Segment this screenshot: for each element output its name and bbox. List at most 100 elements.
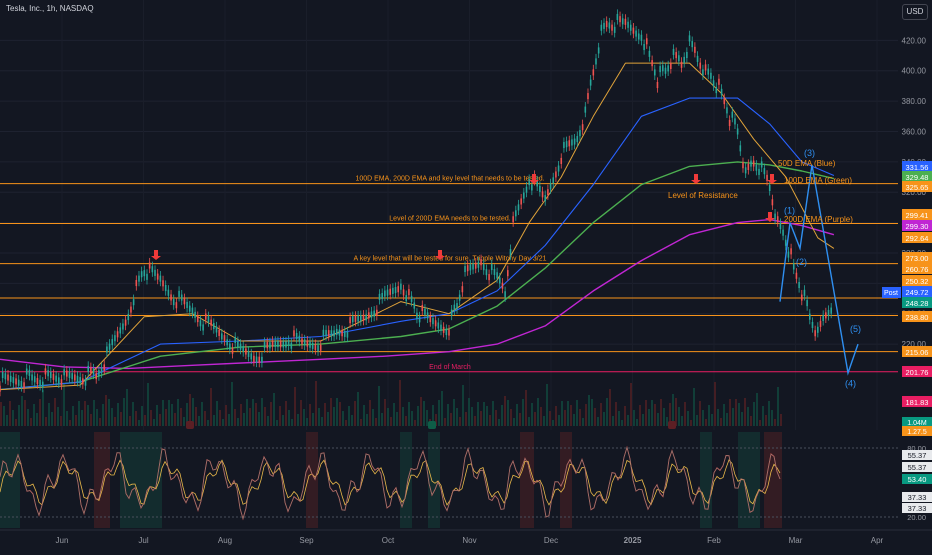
candle-body bbox=[501, 282, 504, 289]
candle-body bbox=[44, 368, 47, 375]
candle-body bbox=[603, 22, 605, 29]
volume-bar bbox=[489, 415, 491, 426]
candle-body bbox=[202, 324, 204, 331]
candle-body bbox=[376, 309, 378, 316]
volume-bar bbox=[417, 406, 419, 426]
candle-body bbox=[338, 329, 341, 336]
volume-bar bbox=[672, 394, 674, 426]
volume-bar bbox=[30, 418, 32, 426]
candle-body bbox=[199, 320, 202, 327]
candle-body bbox=[116, 331, 119, 338]
volume-bar bbox=[387, 408, 389, 426]
candle-body bbox=[704, 64, 707, 71]
volume-bar bbox=[621, 420, 623, 426]
volume-bar bbox=[87, 405, 89, 426]
x-tick-label: Aug bbox=[218, 536, 232, 545]
volume-bar bbox=[108, 399, 110, 426]
price-badge-label: 248.28 bbox=[906, 299, 929, 308]
level-label: 100D EMA, 200D EMA and key level that ne… bbox=[355, 176, 544, 183]
ema50-label: 50D EMA (Blue) bbox=[778, 159, 836, 168]
candle-body bbox=[132, 299, 135, 306]
price-badge-label: 299.41 bbox=[906, 211, 929, 220]
candle-body bbox=[595, 58, 597, 65]
candle-body bbox=[731, 111, 734, 118]
candle-body bbox=[798, 281, 800, 289]
candle-body bbox=[271, 340, 274, 347]
ema-orange-line bbox=[0, 62, 835, 391]
candle-body bbox=[787, 251, 790, 258]
volume-bar bbox=[456, 408, 458, 426]
volume-bar bbox=[717, 409, 719, 426]
candle-body bbox=[341, 330, 343, 337]
volume-bar bbox=[630, 383, 632, 426]
candle-body bbox=[17, 379, 20, 386]
volume-bar bbox=[288, 410, 290, 426]
volume-bar bbox=[363, 405, 365, 426]
volume-bar bbox=[663, 408, 665, 426]
volume-bar bbox=[600, 403, 602, 426]
volume-bar bbox=[297, 414, 299, 426]
price-badge-label: 292.64 bbox=[906, 234, 929, 243]
candle-body bbox=[616, 13, 619, 21]
candle-body bbox=[154, 269, 156, 276]
candle-body bbox=[827, 309, 830, 317]
volume-bar bbox=[345, 420, 347, 426]
candle-body bbox=[450, 309, 453, 316]
volume-bar bbox=[351, 415, 353, 426]
candle-body bbox=[750, 160, 752, 167]
candle-body bbox=[742, 162, 744, 169]
volume-bar bbox=[42, 390, 44, 426]
volume-bar bbox=[33, 404, 35, 426]
candle-body bbox=[229, 343, 231, 350]
volume-bar bbox=[627, 415, 629, 426]
candle-body bbox=[523, 192, 525, 199]
rsi-line-overlay bbox=[0, 446, 781, 520]
candle-body bbox=[90, 367, 92, 374]
volume-bar bbox=[153, 419, 155, 426]
candle-body bbox=[362, 314, 365, 321]
candle-body bbox=[613, 26, 616, 33]
candle-body bbox=[84, 379, 87, 386]
candle-body bbox=[378, 293, 381, 300]
candle-body bbox=[830, 307, 832, 314]
rsi-panel bbox=[0, 430, 898, 530]
candle-body bbox=[747, 163, 750, 171]
volume-bar bbox=[636, 419, 638, 426]
candle-body bbox=[429, 316, 432, 323]
candle-body bbox=[549, 183, 552, 190]
volume-bar bbox=[453, 399, 455, 426]
candle-body bbox=[474, 262, 477, 269]
volume-bar bbox=[132, 402, 134, 426]
candle-body bbox=[148, 262, 151, 269]
volume-bar bbox=[573, 414, 575, 426]
candle-body bbox=[544, 195, 547, 202]
candle-body bbox=[269, 342, 271, 349]
candle-body bbox=[138, 275, 140, 282]
candle-body bbox=[774, 213, 776, 220]
level-label: Level of 200D EMA needs to be tested. bbox=[389, 215, 510, 222]
volume-bar bbox=[585, 404, 587, 426]
candle-body bbox=[397, 286, 400, 293]
candle-body bbox=[234, 336, 236, 343]
volume-bar bbox=[576, 400, 578, 426]
volume-bar bbox=[507, 400, 509, 426]
candle-body bbox=[79, 377, 81, 384]
volume-bar bbox=[582, 418, 584, 426]
volume-bar bbox=[357, 392, 359, 426]
currency-button[interactable]: USD bbox=[902, 4, 928, 20]
x-tick-label: Nov bbox=[462, 536, 476, 545]
price-badge-label: 273.00 bbox=[906, 254, 929, 263]
candle-body bbox=[568, 140, 571, 147]
candle-body bbox=[12, 377, 15, 384]
volume-bar bbox=[135, 411, 137, 426]
volume-bar bbox=[156, 405, 158, 426]
candle-body bbox=[261, 356, 263, 363]
candle-body bbox=[1, 371, 4, 379]
volume-bar bbox=[312, 413, 314, 426]
candle-body bbox=[466, 265, 469, 272]
candle-body bbox=[597, 47, 600, 54]
volume-bar bbox=[384, 399, 386, 426]
candle-body bbox=[122, 323, 124, 330]
